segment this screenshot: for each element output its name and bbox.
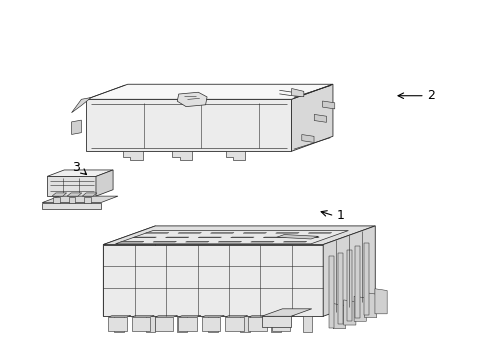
Polygon shape [72,98,91,113]
Polygon shape [202,317,220,330]
Polygon shape [108,317,127,330]
Polygon shape [208,316,218,332]
Polygon shape [277,235,318,239]
Polygon shape [53,197,60,203]
Polygon shape [292,89,304,97]
Polygon shape [82,193,97,196]
Polygon shape [177,316,187,332]
Polygon shape [155,315,178,317]
Polygon shape [47,176,96,196]
Polygon shape [262,316,291,327]
Polygon shape [333,303,345,329]
Polygon shape [240,316,249,332]
Text: 2: 2 [427,89,435,102]
Polygon shape [84,197,91,203]
Polygon shape [103,226,155,316]
Polygon shape [225,315,248,317]
Polygon shape [322,101,335,109]
Polygon shape [114,316,124,332]
Polygon shape [354,296,367,321]
Polygon shape [355,247,360,318]
Polygon shape [323,226,375,316]
Text: 1: 1 [336,210,344,222]
Polygon shape [178,315,201,317]
Polygon shape [231,237,254,238]
Polygon shape [42,196,118,203]
Polygon shape [272,315,294,317]
Polygon shape [364,243,369,315]
Polygon shape [86,99,292,151]
Polygon shape [177,92,207,107]
Polygon shape [131,315,154,317]
Polygon shape [272,317,290,330]
Polygon shape [375,289,387,314]
Polygon shape [123,151,143,160]
Polygon shape [103,244,323,316]
Polygon shape [303,316,312,332]
Polygon shape [225,317,244,330]
Polygon shape [108,315,131,317]
Polygon shape [296,237,319,238]
Polygon shape [47,170,113,176]
Polygon shape [42,203,101,209]
Polygon shape [202,315,224,317]
Polygon shape [131,317,150,330]
Polygon shape [155,317,173,330]
Polygon shape [69,197,75,203]
Polygon shape [67,193,82,196]
Polygon shape [198,237,221,238]
Text: 3: 3 [73,161,80,174]
Polygon shape [329,256,334,328]
Polygon shape [52,193,67,196]
Polygon shape [133,237,156,238]
Polygon shape [302,135,314,143]
Polygon shape [248,315,271,317]
Polygon shape [86,84,333,99]
Polygon shape [271,316,281,332]
Polygon shape [72,120,81,134]
Polygon shape [172,151,192,160]
Polygon shape [166,237,189,238]
Polygon shape [263,237,287,238]
Polygon shape [338,253,343,324]
Polygon shape [146,316,155,332]
Polygon shape [343,300,356,325]
Polygon shape [178,317,197,330]
Polygon shape [96,170,113,196]
Polygon shape [262,309,312,316]
Polygon shape [347,249,352,321]
Polygon shape [365,292,377,318]
Polygon shape [314,114,326,122]
Polygon shape [116,230,348,244]
Polygon shape [292,84,333,151]
Polygon shape [226,151,245,160]
Polygon shape [248,317,267,330]
Polygon shape [103,226,375,244]
